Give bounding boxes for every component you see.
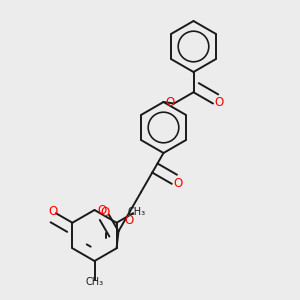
Text: O: O [101,206,110,219]
Text: O: O [173,177,182,190]
Text: O: O [97,203,106,217]
Text: CH₃: CH₃ [128,207,146,218]
Text: O: O [49,205,58,218]
Text: CH₃: CH₃ [85,277,103,286]
Text: O: O [124,214,134,226]
Text: O: O [214,96,224,110]
Text: O: O [166,96,175,109]
